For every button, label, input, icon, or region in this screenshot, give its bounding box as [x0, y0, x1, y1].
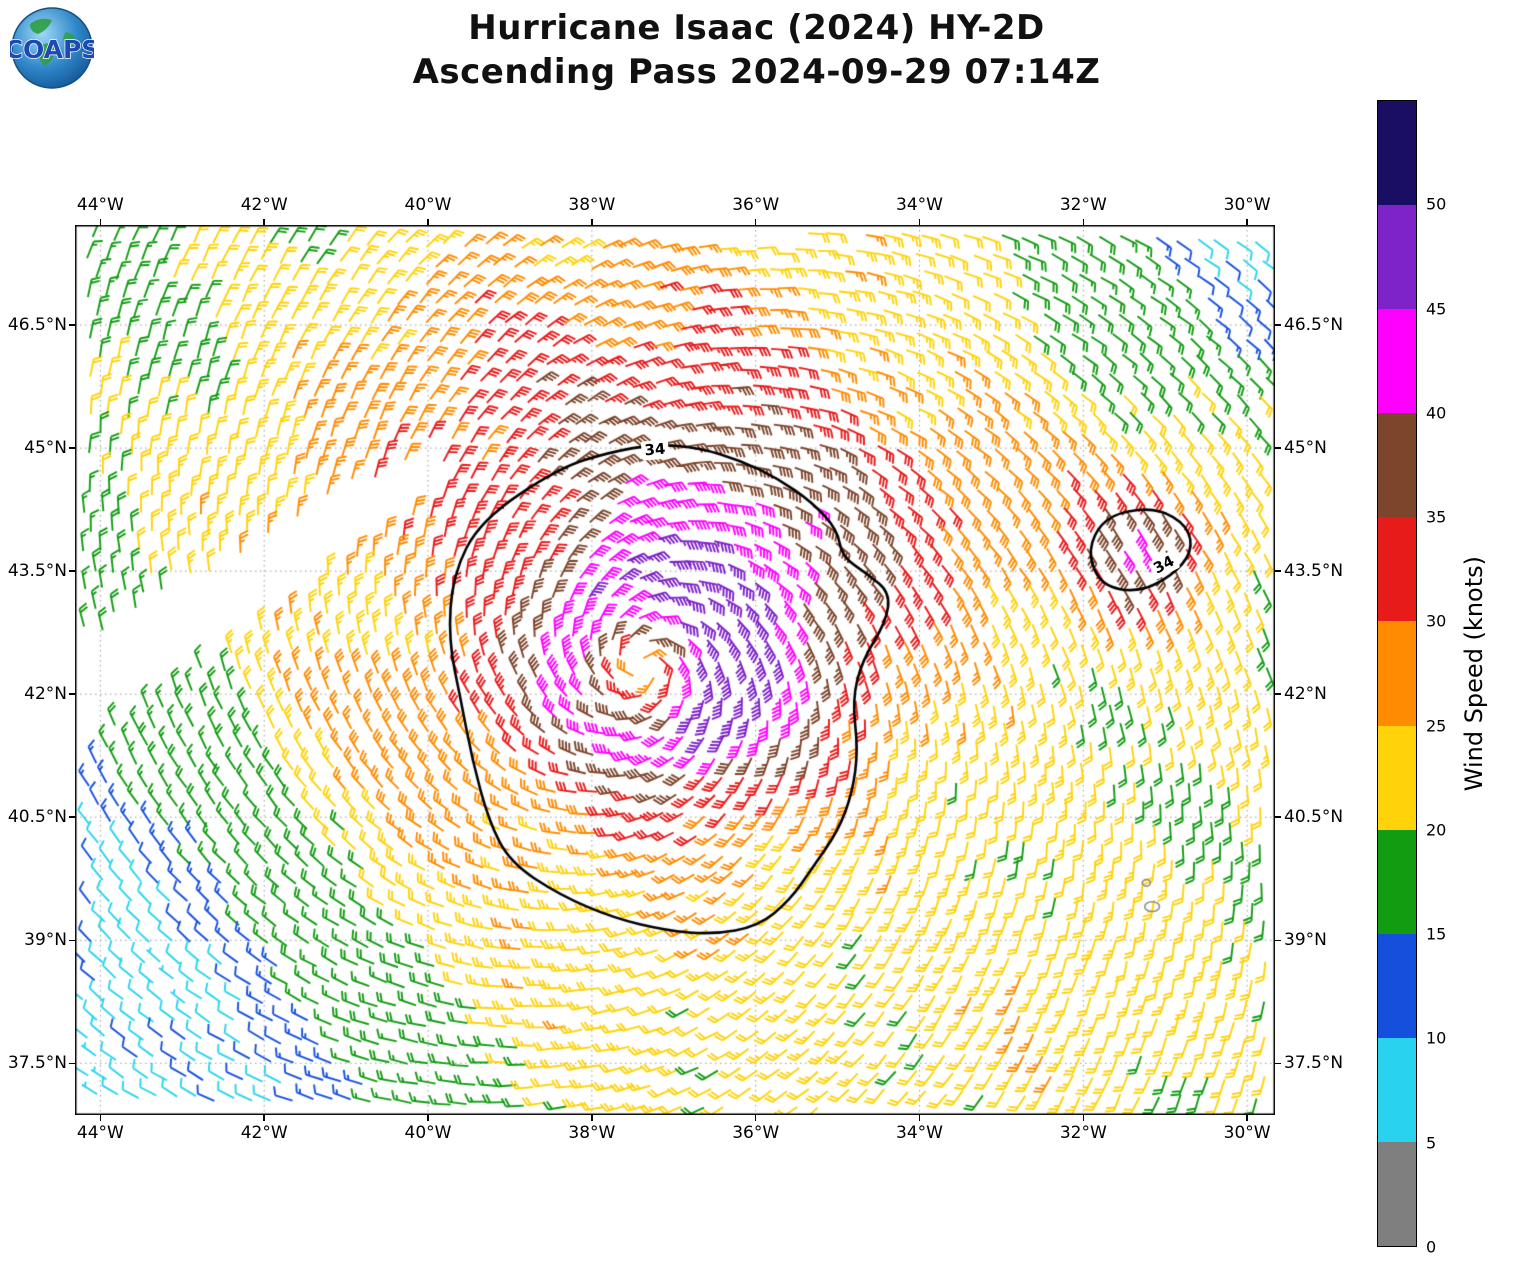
axis-tick-mark: [591, 219, 593, 225]
axis-tick-mark: [69, 447, 75, 449]
x-axis-tick-label-top: 42°W: [240, 195, 288, 215]
y-axis-tick-label-left: 40.5°N: [7, 807, 67, 828]
y-axis-tick-label-right: 37.5°N: [1284, 1053, 1344, 1074]
x-axis-tick-label-bottom: 30°W: [1223, 1123, 1271, 1143]
y-axis-tick-label-left: 42°N: [24, 684, 67, 705]
axis-tick-mark: [1275, 816, 1281, 818]
colorbar: [1377, 100, 1417, 1247]
y-axis-tick-label-left: 45°N: [24, 438, 67, 459]
axis-tick-mark: [69, 324, 75, 326]
colorbar-tick-label: 45: [1426, 299, 1447, 319]
coaps-logo-text: COAPS: [10, 35, 94, 64]
axis-tick-mark: [427, 219, 429, 225]
x-axis-tick-label-bottom: 34°W: [896, 1123, 943, 1143]
x-axis-tick-label-top: 44°W: [76, 195, 124, 215]
axis-tick-mark: [1246, 1115, 1248, 1121]
axis-tick-mark: [263, 219, 265, 225]
x-axis-tick-label-bottom: 36°W: [732, 1123, 780, 1143]
x-axis-tick-label-bottom: 32°W: [1059, 1123, 1107, 1143]
colorbar-tick-label: 25: [1426, 716, 1447, 736]
axis-tick-mark: [1246, 219, 1248, 225]
colorbar-segment: [1378, 933, 1416, 1038]
map-plot-area: 34 34: [75, 225, 1275, 1115]
y-axis-tick-label-left: 39°N: [24, 930, 67, 951]
chart-title: Hurricane Isaac (2024) HY-2D: [468, 8, 1045, 48]
axis-tick-mark: [69, 816, 75, 818]
y-axis-tick-label-left: 37.5°N: [7, 1053, 67, 1074]
colorbar-tick-label: 30: [1426, 611, 1447, 631]
contour-label: 34: [640, 439, 670, 461]
colorbar-segment: [1378, 517, 1416, 622]
axis-tick-mark: [918, 219, 921, 225]
axis-tick-mark: [1275, 570, 1281, 572]
colorbar-segment: [1378, 725, 1416, 830]
axis-tick-mark: [69, 693, 75, 695]
axis-tick-mark: [754, 1115, 757, 1121]
y-axis-tick-label-right: 43.5°N: [1284, 561, 1344, 582]
x-axis-tick-label-bottom: 42°W: [240, 1123, 288, 1143]
colorbar-tick-label: 15: [1426, 924, 1447, 944]
x-axis-tick-label-bottom: 40°W: [404, 1123, 452, 1143]
colorbar-tick-label: 10: [1426, 1028, 1447, 1048]
axis-tick-mark: [754, 219, 757, 225]
colorbar-title-wrap: Wind Speed (knots): [1460, 100, 1488, 1247]
colorbar-axis-label: Wind Speed (knots): [1460, 555, 1488, 792]
axis-tick-mark: [263, 1115, 265, 1121]
colorbar-segment: [1378, 829, 1416, 934]
x-axis-tick-label-bottom: 44°W: [76, 1123, 124, 1143]
colorbar-segment: [1378, 621, 1416, 726]
colorbar-tick-label: 40: [1426, 403, 1447, 423]
axis-tick-mark: [1082, 219, 1085, 225]
y-axis-tick-label-right: 46.5°N: [1284, 315, 1344, 336]
axis-tick-mark: [918, 1115, 921, 1121]
axis-tick-mark: [1275, 447, 1281, 449]
coaps-logo: COAPS: [10, 7, 94, 89]
colorbar-tick-label: 0: [1426, 1237, 1437, 1257]
colorbar-segment: [1378, 1141, 1416, 1247]
wind-barb-canvas: [75, 225, 1275, 1115]
colorbar-segment: [1378, 205, 1416, 310]
colorbar-segment: [1378, 413, 1416, 518]
y-axis-tick-label-right: 40.5°N: [1284, 807, 1344, 828]
chart-subtitle: Ascending Pass 2024-09-29 07:14Z: [412, 52, 1101, 92]
axis-tick-mark: [69, 939, 75, 942]
colorbar-segment: [1378, 101, 1416, 206]
y-axis-tick-label-left: 43.5°N: [7, 561, 67, 582]
y-axis-tick-label-right: 39°N: [1284, 930, 1327, 951]
x-axis-tick-label-top: 38°W: [568, 195, 616, 215]
axis-tick-mark: [591, 1115, 593, 1121]
y-axis-tick-label-right: 42°N: [1284, 684, 1327, 705]
axis-tick-mark: [1275, 1062, 1281, 1065]
x-axis-tick-label-top: 30°W: [1223, 195, 1271, 215]
colorbar-tick-label: 5: [1426, 1133, 1437, 1153]
axis-tick-mark: [1082, 1115, 1085, 1121]
axis-tick-mark: [99, 219, 102, 225]
x-axis-tick-label-top: 32°W: [1059, 195, 1107, 215]
colorbar-tick-label: 35: [1426, 507, 1447, 527]
y-axis-tick-label-right: 45°N: [1284, 438, 1327, 459]
x-axis-tick-label-top: 40°W: [404, 195, 452, 215]
x-axis-tick-label-bottom: 38°W: [568, 1123, 616, 1143]
axis-tick-mark: [1275, 324, 1281, 326]
colorbar-segment: [1378, 309, 1416, 414]
axis-tick-mark: [69, 570, 75, 572]
axis-tick-mark: [69, 1062, 75, 1065]
x-axis-tick-label-top: 36°W: [732, 195, 780, 215]
axis-tick-mark: [427, 1115, 429, 1121]
colorbar-tick-label: 20: [1426, 820, 1447, 840]
x-axis-tick-label-top: 34°W: [896, 195, 943, 215]
colorbar-tick-label: 50: [1426, 194, 1447, 214]
axis-tick-mark: [99, 1115, 102, 1121]
colorbar-segment: [1378, 1037, 1416, 1142]
axis-tick-mark: [1275, 693, 1281, 695]
y-axis-tick-label-left: 46.5°N: [7, 315, 67, 336]
axis-tick-mark: [1275, 939, 1281, 942]
